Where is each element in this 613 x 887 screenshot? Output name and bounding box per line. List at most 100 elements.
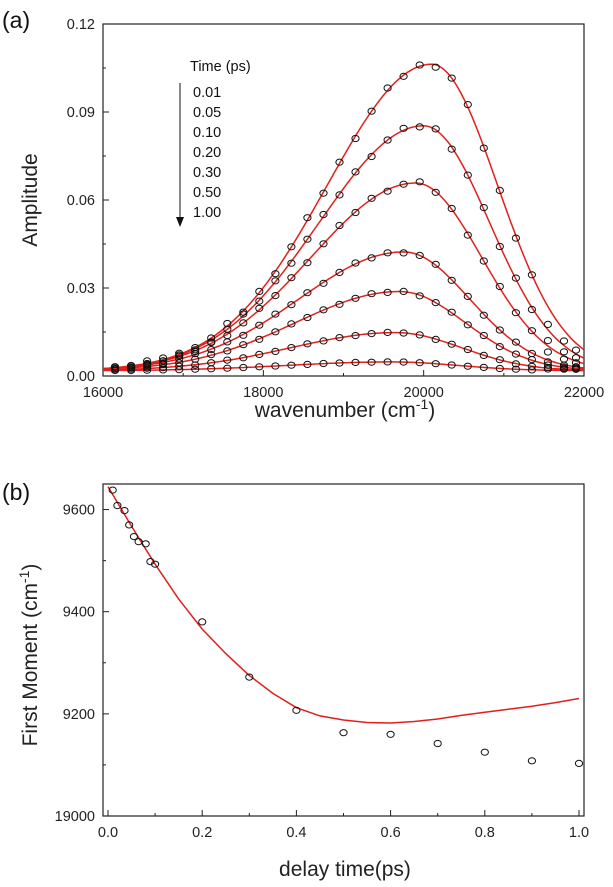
legend-items: 0.01 0.05 0.10 0.20 0.30 0.50 1.00 [193,85,221,221]
data-point-series-1.00 [143,366,152,374]
first-moment-data-point [113,501,122,510]
legend-item: 0.01 [193,85,221,101]
data-point-series-0.05 [287,259,296,267]
first-moment-data-point [108,486,117,494]
data-point-series-0.20 [399,249,408,257]
data-point-series-1.00 [335,359,344,367]
panel-a-y-tick-label: 0.09 [67,105,95,121]
data-point-series-0.30 [255,335,264,343]
panel-a-x-label-end: ) [428,399,435,422]
data-point-series-0.50 [399,329,408,337]
data-point-series-0.10 [271,292,280,300]
panel-b-ticks: 0.0 0.2 0.4 0.6 0.8 1.0 19000 9200 9400 9600 [55,503,589,841]
data-point-series-0.01 [415,61,424,69]
data-point-series-0.01 [367,107,376,115]
data-point-series-1.00 [319,359,328,368]
data-point-series-0.01 [383,84,392,92]
data-point-series-0.10 [527,327,537,335]
panel-b-x-tick-label: 0.8 [475,825,495,841]
data-point-series-0.30 [383,288,392,296]
panel-a-x-tick-label: 20000 [404,385,444,401]
data-point-series-0.10 [239,319,248,327]
data-point-series-0.05 [415,123,424,131]
data-point-series-0.10 [255,304,264,312]
data-point-series-1.00 [463,362,472,370]
data-point-series-0.20 [351,259,360,267]
data-point-series-0.30 [479,331,488,340]
data-point-series-0.05 [559,348,569,356]
data-point-series-1.00 [127,366,136,374]
data-point-series-0.20 [415,251,424,259]
data-point-series-1.00 [495,364,504,373]
data-point-series-1.00 [287,361,296,369]
first-moment-data-point [527,757,537,765]
data-point-series-1.00 [543,365,553,373]
panel-b-y-axis-label: First Moment (cm-1) [16,564,42,747]
data-point-series-0.05 [335,191,344,199]
data-point-series-0.10 [463,231,472,239]
data-point-series-0.05 [319,210,328,219]
legend-item: 0.05 [193,105,221,121]
data-point-series-0.20 [479,311,488,319]
panel-b-x-axis-label: delay time(ps) [279,858,411,881]
data-point-series-0.05 [463,171,472,179]
panel-a-x-tick-label: 16000 [83,385,123,401]
data-point-series-0.20 [207,346,216,354]
data-point-series-0.20 [287,301,296,309]
data-point-series-1.00 [367,358,376,366]
data-point-series-1.00 [223,364,232,372]
data-point-series-1.00 [527,366,537,374]
data-point-series-0.05 [367,152,376,161]
data-point-series-0.05 [495,242,504,251]
panel-b-y-label-sup: -1 [16,570,32,583]
data-point-series-0.05 [479,204,488,212]
legend-item: 1.00 [193,205,221,221]
panel-a-fit-curves [102,63,585,372]
data-point-series-0.30 [223,347,232,355]
data-point-series-0.30 [319,306,328,314]
legend-title: Time (ps) [190,59,251,75]
data-point-series-0.10 [335,221,344,230]
legend-item: 0.30 [193,165,221,181]
panel-b-y-tick-label: 19000 [55,809,95,825]
data-point-series-0.50 [303,340,312,348]
data-point-series-0.05 [399,124,408,132]
data-point-series-0.05 [303,235,312,243]
panel-a-y-tick-label: 0.03 [67,281,95,297]
panel-a-label: (a) [2,7,30,33]
data-point-series-0.05 [527,305,537,314]
data-point-series-0.50 [191,361,200,369]
data-point-series-0.01 [527,271,537,279]
data-point-series-0.10 [287,274,296,282]
data-point-series-1.00 [571,365,581,373]
data-point-series-1.00 [511,365,521,373]
data-point-series-1.00 [239,363,248,372]
data-point-series-0.20 [463,292,472,300]
data-point-series-0.10 [351,208,360,217]
first-moment-data-point [151,560,160,568]
data-point-series-0.20 [175,355,184,363]
data-point-series-0.50 [335,334,344,342]
panel-b: (b) 0.0 0.2 0.4 0.6 0.8 1.019000920094009600 … [2,479,589,881]
panel-a-x-tick-label: 22000 [564,385,604,401]
data-point-series-0.20 [239,331,248,339]
panel-a-y-tick-label: 0.00 [67,369,95,385]
data-point-series-0.05 [571,354,581,362]
data-point-series-1.00 [191,365,200,373]
data-point-series-0.30 [207,351,216,359]
panel-b-x-tick-label: 1.0 [569,825,589,841]
data-point-series-0.01 [399,72,408,80]
data-point-series-0.50 [495,356,504,364]
data-point-series-0.50 [383,328,392,336]
panel-a-data-points [110,61,581,374]
panel-a-plot-frame [102,23,585,377]
data-point-series-0.01 [271,270,280,278]
first-moment-fit-curve [107,486,580,724]
data-point-series-1.00 [447,361,456,369]
data-point-series-1.00 [303,360,312,368]
data-point-series-0.30 [271,328,280,336]
data-point-series-0.10 [383,187,392,195]
data-point-series-0.20 [335,268,344,276]
data-point-series-0.10 [207,339,216,347]
data-point-series-0.50 [463,345,472,354]
